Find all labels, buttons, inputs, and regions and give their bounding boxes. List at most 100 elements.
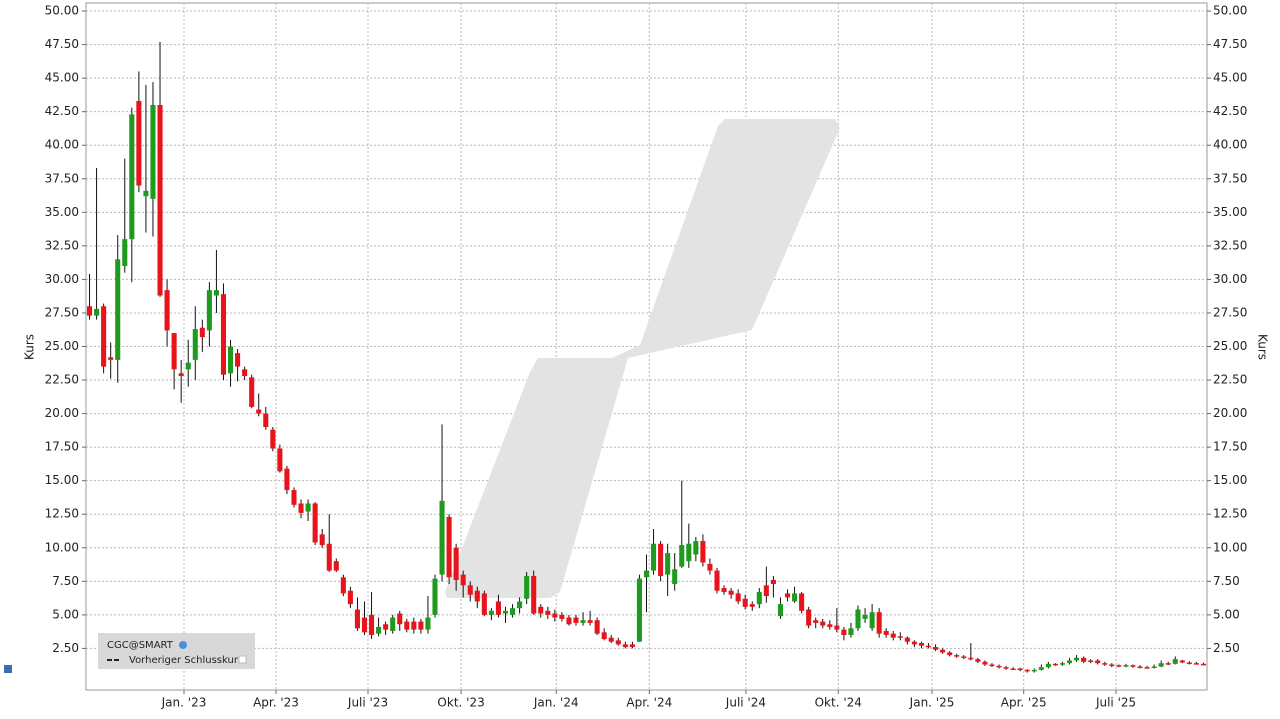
candle-body: [418, 621, 424, 630]
candle-body: [277, 448, 283, 472]
candle-body: [185, 362, 191, 370]
candle-body: [686, 543, 692, 562]
candle-body: [1052, 663, 1058, 666]
candle-body: [918, 643, 925, 646]
candle-body: [1109, 664, 1115, 667]
candle-body: [749, 604, 755, 607]
candle-body: [883, 630, 889, 635]
candle-body: [390, 617, 396, 631]
y2-tick-label: 50.00: [1213, 4, 1247, 18]
candle-body: [129, 114, 135, 240]
candle-body: [1066, 660, 1073, 664]
candle-body: [848, 628, 854, 635]
candle-body: [1193, 663, 1199, 665]
candle-body: [777, 604, 783, 617]
candle-body: [1151, 666, 1157, 669]
candle-body: [672, 569, 678, 584]
y-tick-label: 22.50: [45, 373, 79, 387]
x-tick-label: Apr. '24: [626, 696, 672, 710]
candle-body: [347, 590, 353, 605]
y-tick-label: 32.50: [45, 238, 79, 252]
candle-body: [115, 259, 121, 360]
y2-tick-label: 25.00: [1213, 339, 1247, 353]
y-tick-label: 40.00: [45, 138, 79, 152]
candle-body: [108, 357, 114, 360]
candle-body: [164, 290, 170, 331]
y-tick-label: 30.00: [45, 272, 79, 286]
candle-body: [376, 626, 382, 634]
y-tick-label: 35.00: [45, 205, 79, 219]
candle-body: [220, 294, 227, 375]
legend: CGC@SMART Vorheriger Schlusskurs: [98, 633, 255, 669]
y2-tick-label: 37.50: [1213, 171, 1247, 185]
tool-icon[interactable]: [4, 665, 12, 673]
y-tick-label: 25.00: [45, 339, 79, 353]
candle-body: [242, 369, 248, 377]
y-tick-label: 17.50: [45, 440, 79, 454]
candle-body: [933, 647, 939, 650]
candle-body: [961, 656, 967, 658]
candle-body: [1024, 669, 1030, 672]
y-tick-label: 37.50: [45, 171, 79, 185]
candle-body: [531, 575, 537, 614]
y-tick-label: 27.50: [45, 305, 79, 319]
y-tick-label: 15.00: [45, 473, 79, 487]
candle-body: [770, 579, 776, 584]
candle-body: [199, 327, 205, 338]
x-tick-label: Apr. '23: [253, 696, 299, 710]
candle-body: [629, 644, 635, 648]
x-tick-label: Juli '23: [347, 696, 388, 710]
candle-body: [862, 614, 868, 619]
candle-body: [982, 661, 988, 665]
candle-body: [1003, 667, 1009, 669]
x-tick-label: Juli '24: [725, 696, 766, 710]
candle-body: [467, 585, 473, 595]
candle-body: [432, 578, 438, 615]
candle-body: [707, 563, 713, 571]
candle-body: [700, 541, 706, 563]
candle-body: [171, 333, 177, 370]
candle-body: [615, 640, 621, 645]
candle-body: [538, 606, 544, 614]
candle-body: [319, 534, 325, 546]
y2-tick-label: 17.50: [1213, 440, 1247, 454]
candle-body: [954, 655, 960, 657]
candle-body: [552, 613, 558, 618]
candle-body: [291, 490, 297, 505]
x-tick-label: Jan. '23: [161, 696, 207, 710]
candle-body: [249, 377, 255, 407]
candle-body: [361, 617, 368, 633]
y2-tick-label: 15.00: [1213, 473, 1247, 487]
candle-body: [460, 574, 466, 586]
candle-body: [876, 612, 882, 634]
x-tick-label: Okt. '24: [815, 696, 862, 710]
candle-body: [601, 632, 607, 640]
candle-body: [806, 609, 812, 626]
candle-body: [1165, 663, 1171, 665]
y2-tick-label: 12.50: [1213, 507, 1247, 521]
candle-body: [636, 578, 642, 642]
candle-body: [1095, 660, 1101, 664]
watermark-logo: [445, 119, 840, 598]
candle-body: [940, 649, 946, 653]
candle-body: [213, 290, 219, 296]
candle-body: [488, 610, 494, 615]
candle-body: [834, 625, 840, 630]
y-tick-label: 45.00: [45, 71, 79, 85]
candle-body: [989, 664, 995, 667]
y2-tick-label: 2.50: [1213, 641, 1240, 655]
y2-tick-label: 10.00: [1213, 540, 1247, 554]
legend-checkbox[interactable]: [238, 655, 247, 664]
candle-body: [192, 329, 198, 360]
candle-body: [658, 543, 664, 576]
candle-body: [1158, 663, 1164, 667]
candle-body: [1017, 668, 1023, 671]
candle-body: [968, 657, 974, 660]
legend-label: Vorheriger Schlusskurs: [129, 655, 243, 666]
candle-body: [481, 593, 487, 615]
candle-body: [580, 620, 586, 623]
candle-body: [665, 553, 671, 575]
candle-body: [587, 620, 593, 623]
